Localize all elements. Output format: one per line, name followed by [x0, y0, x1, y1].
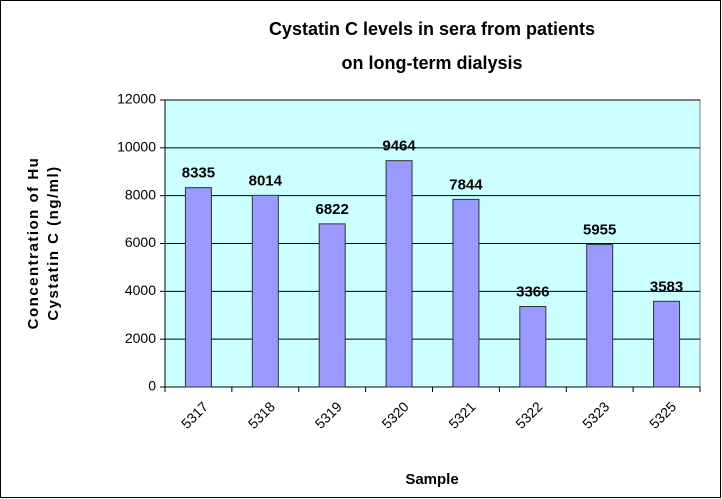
data-label: 5955 [583, 222, 616, 239]
bar [586, 244, 614, 388]
data-label: 7844 [449, 176, 483, 193]
x-axis-label: Sample [405, 471, 458, 488]
bar [184, 187, 212, 388]
y-axis-label-group: Concentration of Hu Cystatin C (ng/ml) [25, 157, 62, 330]
y-axis-label: Concentration of Hu [25, 157, 42, 330]
bar [519, 305, 547, 388]
y-tick-label: 4000 [125, 282, 156, 298]
data-label: 6822 [316, 201, 349, 218]
data-label: 3366 [516, 283, 549, 300]
bar [385, 160, 413, 388]
data-label: 8335 [182, 165, 215, 182]
chart-title: on long-term dialysis [341, 53, 522, 73]
y-tick-label: 2000 [125, 330, 156, 346]
bar [653, 300, 681, 388]
y-tick-label: 8000 [125, 186, 156, 202]
y-tick-label: 12000 [117, 91, 156, 107]
bar [452, 198, 480, 388]
y-tick-label: 0 [148, 378, 156, 394]
bar [251, 194, 279, 388]
chart-title: Cystatin C levels in sera from patients [269, 19, 595, 39]
data-label: 9464 [382, 138, 416, 155]
bar [318, 223, 346, 388]
y-tick-label: 6000 [125, 234, 156, 250]
data-label: 8014 [249, 172, 283, 189]
data-label: 3583 [650, 278, 683, 295]
y-tick-label: 10000 [117, 139, 156, 155]
y-axis-label: Cystatin C (ng/ml) [45, 165, 62, 320]
